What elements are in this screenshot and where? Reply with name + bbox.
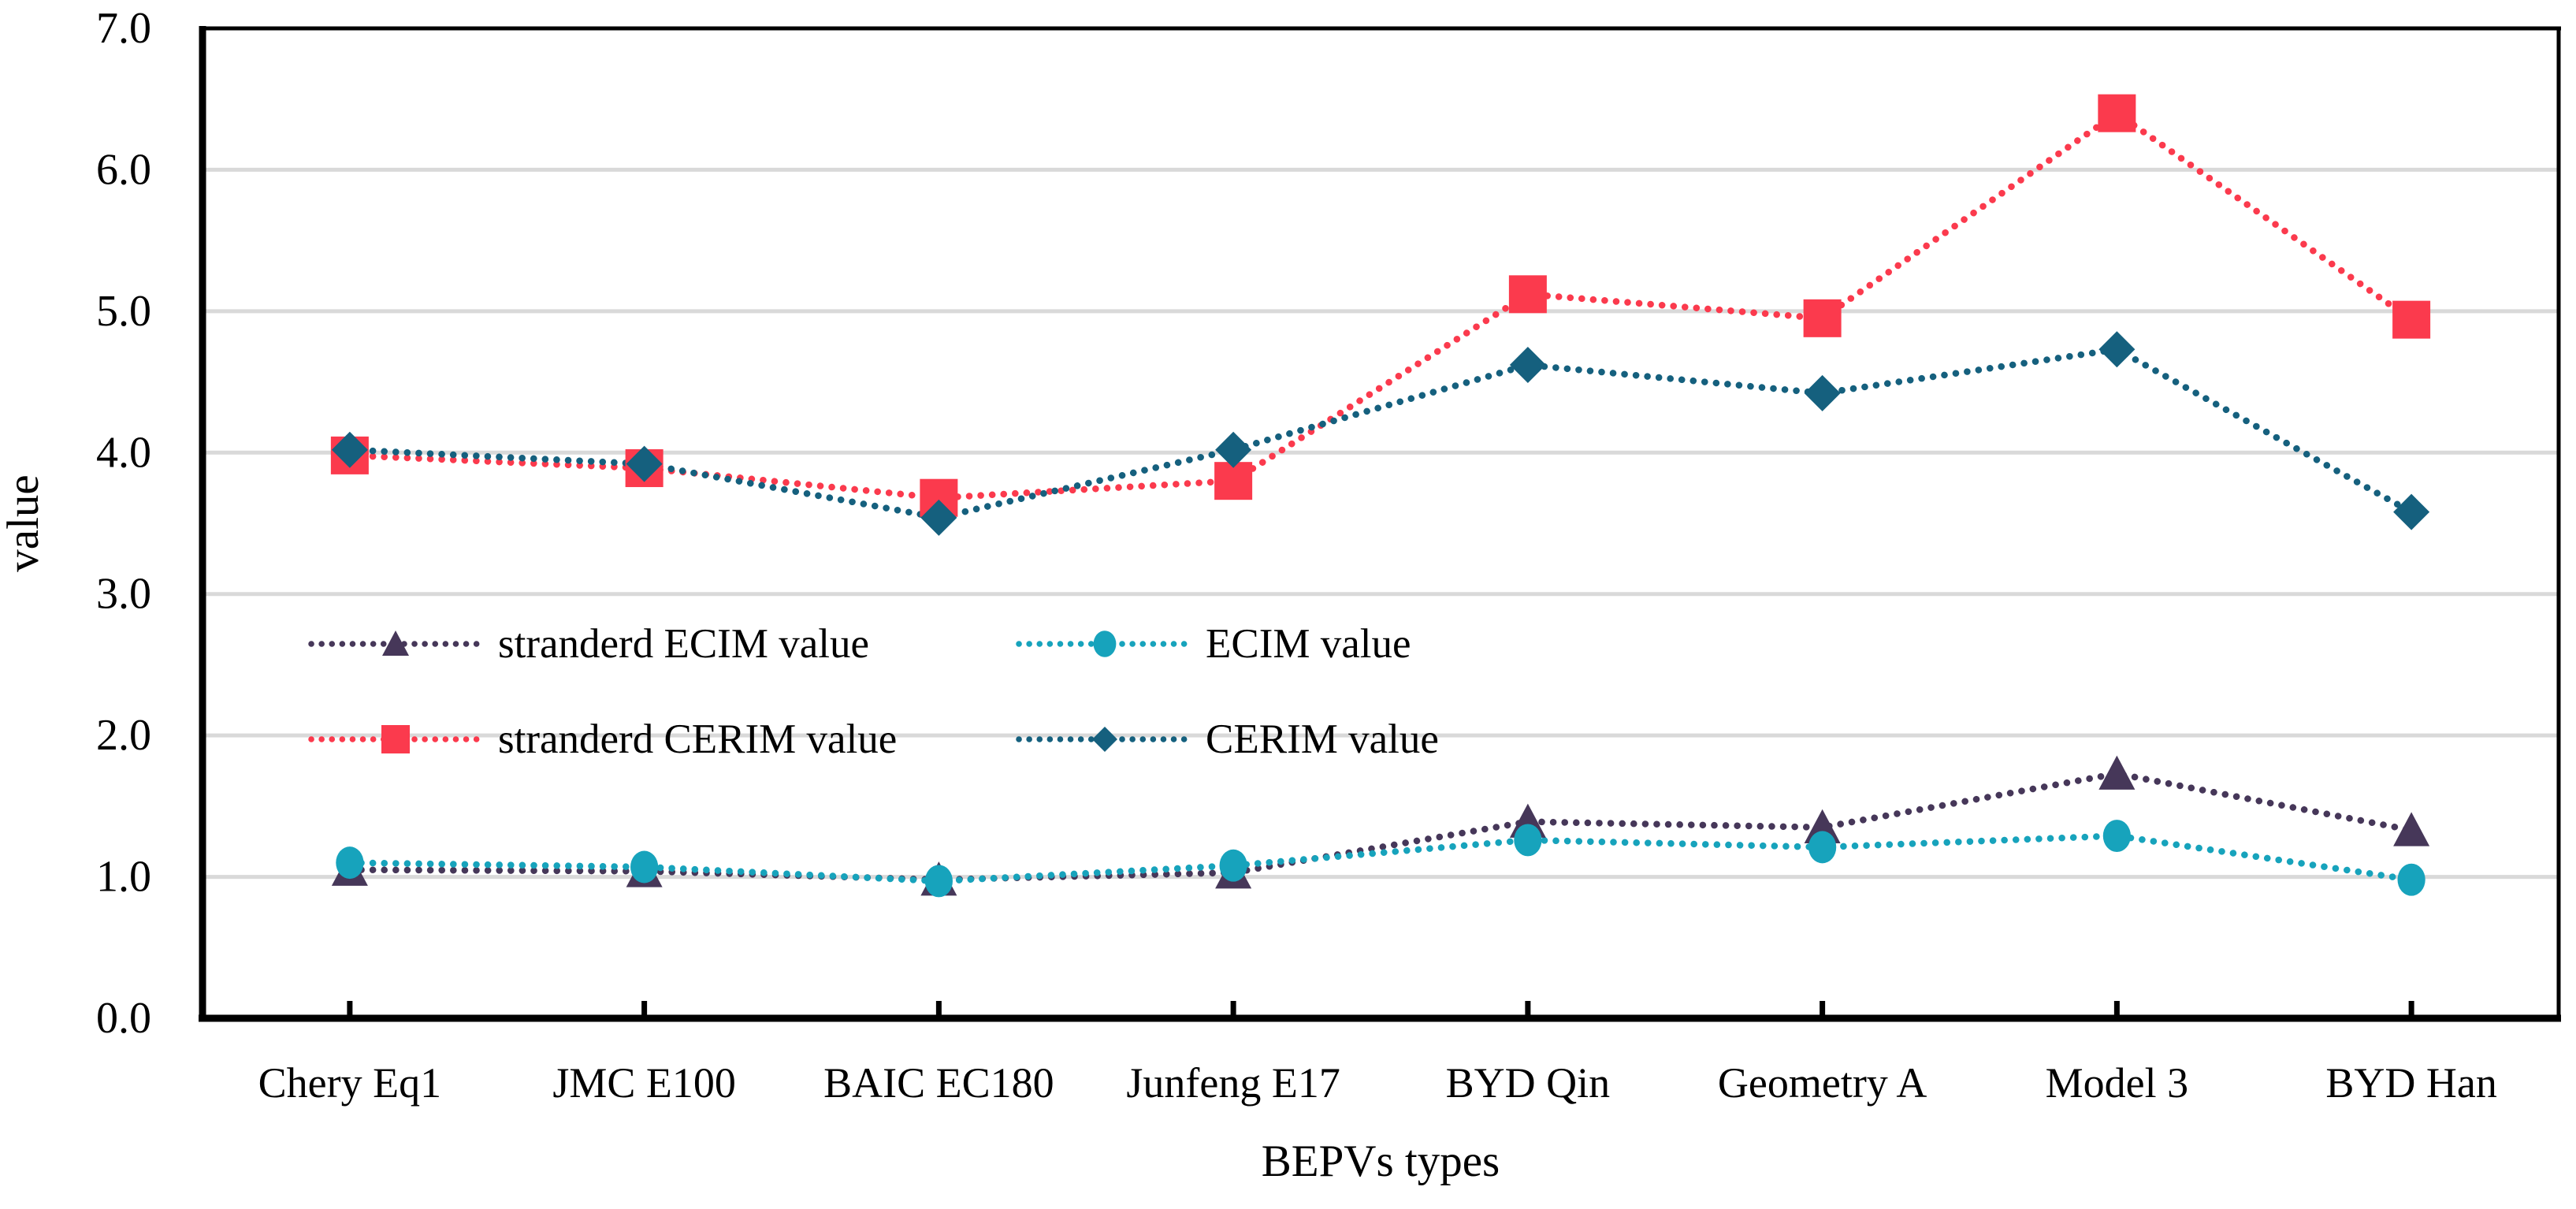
y-tick-label-7: 7.0 xyxy=(96,4,151,53)
series-line-diamond xyxy=(346,345,2415,522)
y-tick-label-2: 2.0 xyxy=(96,711,151,760)
marker-diamond-6 xyxy=(2098,331,2136,368)
x-category-label-2: BAIC EC180 xyxy=(823,1059,1054,1107)
y-axis-tick-labels: 0.0 1.0 2.0 3.0 4.0 5.0 6.0 7.0 xyxy=(96,4,151,1043)
marker-circle-3 xyxy=(1219,849,1247,882)
x-axis-title: BEPVs types xyxy=(1262,1136,1500,1186)
marker-square-6 xyxy=(2098,94,2136,132)
marker-diamond-4 xyxy=(1509,347,1546,384)
marker-circle-1 xyxy=(630,850,659,884)
series-line-triangle xyxy=(346,770,2415,884)
marker-triangle-5 xyxy=(1804,809,1841,844)
marker-square-4 xyxy=(1508,275,1547,314)
marker-diamond-7 xyxy=(2393,493,2430,530)
legend-marker-triangle xyxy=(382,631,409,656)
x-category-label-5: Geometry A xyxy=(1718,1059,1927,1107)
marker-diamond-1 xyxy=(626,445,663,482)
marker-diamond-2 xyxy=(920,499,957,536)
series-lines-group xyxy=(346,109,2415,885)
legend-group: stranderd ECIM value ECIM value stranderd … xyxy=(308,621,1439,762)
marker-circle-6 xyxy=(2102,820,2131,852)
plot-border-group xyxy=(199,26,2561,1022)
marker-diamond-3 xyxy=(1215,431,1252,468)
legend-marker-circle xyxy=(1093,631,1117,657)
legend-label-triangle: stranderd ECIM value xyxy=(498,621,869,667)
y-tick-label-0: 0.0 xyxy=(96,994,151,1043)
gridlines-group xyxy=(203,167,2559,880)
marker-circle-4 xyxy=(1514,824,1542,857)
y-tick-label-4: 4.0 xyxy=(96,428,151,477)
marker-triangle-6 xyxy=(2098,755,2136,790)
marker-circle-0 xyxy=(336,846,364,880)
x-category-label-1: JMC E100 xyxy=(552,1059,736,1107)
x-category-label-7: BYD Han xyxy=(2325,1059,2496,1107)
x-category-label-4: BYD Qin xyxy=(1446,1059,1611,1107)
y-tick-label-1: 1.0 xyxy=(96,853,151,902)
marker-diamond-5 xyxy=(1804,374,1841,411)
x-axis-category-labels: Chery Eq1 JMC E100 BAIC EC180 Junfeng E17 BY… xyxy=(258,1059,2497,1107)
legend-label-circle: ECIM value xyxy=(1206,621,1411,667)
marker-diamond-0 xyxy=(331,431,368,468)
series-line-circle xyxy=(346,832,2415,885)
x-category-label-0: Chery Eq1 xyxy=(258,1059,441,1107)
marker-circle-2 xyxy=(924,865,953,898)
legend-marker-diamond xyxy=(1092,727,1117,752)
x-category-label-3: Junfeng E17 xyxy=(1126,1059,1340,1107)
x-category-label-6: Model 3 xyxy=(2046,1059,2189,1107)
legend-label-square: stranderd CERIM value xyxy=(498,716,897,762)
marker-triangle-7 xyxy=(2393,812,2430,846)
marker-square-3 xyxy=(1214,462,1253,500)
y-tick-label-5: 5.0 xyxy=(96,287,151,336)
marker-circle-5 xyxy=(1808,831,1837,864)
marker-square-5 xyxy=(1803,299,1842,337)
y-axis-title: value xyxy=(0,474,48,571)
y-tick-label-6: 6.0 xyxy=(96,145,151,194)
marker-square-7 xyxy=(2392,300,2431,339)
x-axis-ticks-group xyxy=(347,1001,2414,1016)
legend-label-diamond: CERIM value xyxy=(1206,716,1439,762)
legend-marker-square xyxy=(381,725,410,753)
series-markers-group xyxy=(330,94,2431,898)
marker-circle-7 xyxy=(2397,863,2425,896)
y-tick-label-3: 3.0 xyxy=(96,570,151,619)
